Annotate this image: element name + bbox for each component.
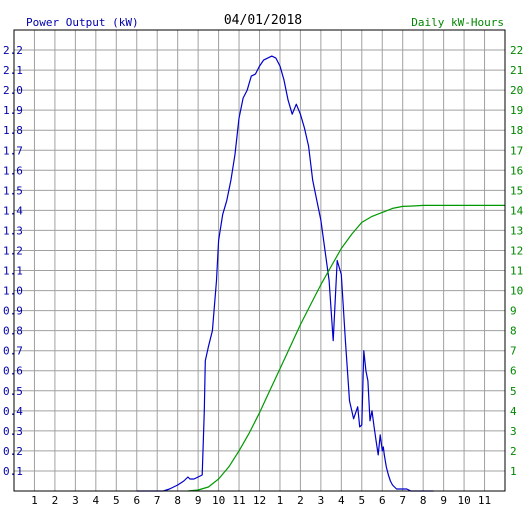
x-tick-label: 9 xyxy=(440,494,447,507)
x-tick-label: 6 xyxy=(133,494,140,507)
right-tick-label: 20 xyxy=(510,84,523,97)
x-tick-label: 7 xyxy=(399,494,406,507)
left-tick-label: 1.8 xyxy=(3,124,23,137)
right-tick-label: 1 xyxy=(510,465,517,478)
left-tick-label: 0.7 xyxy=(3,345,23,358)
x-tick-label: 1 xyxy=(277,494,284,507)
chart-title: 04/01/2018 xyxy=(224,13,302,28)
x-tick-label: 8 xyxy=(174,494,181,507)
x-tick-label: 5 xyxy=(358,494,365,507)
x-tick-label: 8 xyxy=(420,494,427,507)
left-tick-label: 0.5 xyxy=(3,385,23,398)
left-axis-label: Power Output (kW) xyxy=(26,16,139,29)
left-tick-label: 1.0 xyxy=(3,285,23,298)
left-tick-label: 0.8 xyxy=(3,325,23,338)
right-tick-label: 2 xyxy=(510,445,517,458)
x-tick-label: 3 xyxy=(318,494,325,507)
energy-series-line xyxy=(187,204,505,492)
plot-frame xyxy=(13,29,506,492)
right-tick-label: 13 xyxy=(510,224,523,237)
right-tick-label: 10 xyxy=(510,285,523,298)
x-tick-label: 6 xyxy=(379,494,386,507)
left-tick-label: 0.1 xyxy=(3,465,23,478)
left-tick-label: 0.2 xyxy=(3,445,23,458)
right-tick-label: 19 xyxy=(510,104,523,117)
power-series-line xyxy=(136,55,434,492)
x-tick-label: 9 xyxy=(195,494,202,507)
left-tick-label: 1.7 xyxy=(3,144,23,157)
right-tick-label: 9 xyxy=(510,305,517,318)
right-tick-label: 11 xyxy=(510,265,523,278)
right-axis-label: Daily kW-Hours xyxy=(411,16,504,29)
x-tick-label: 5 xyxy=(113,494,120,507)
right-tick-label: 15 xyxy=(510,184,523,197)
left-tick-label: 1.4 xyxy=(3,204,23,217)
chart-grid xyxy=(14,30,505,491)
left-tick-label: 0.9 xyxy=(3,305,23,318)
left-tick-label: 2.0 xyxy=(3,84,23,97)
right-tick-label: 8 xyxy=(510,325,517,338)
left-tick-label: 2.2 xyxy=(3,44,23,57)
x-tick-label: 2 xyxy=(52,494,59,507)
x-tick-label: 10 xyxy=(212,494,225,507)
x-tick-label: 4 xyxy=(338,494,345,507)
x-tick-label: 12 xyxy=(253,494,266,507)
x-tick-label: 11 xyxy=(232,494,245,507)
right-tick-label: 4 xyxy=(510,405,517,418)
x-tick-label: 11 xyxy=(478,494,491,507)
right-tick-label: 6 xyxy=(510,365,517,378)
left-tick-label: 1.2 xyxy=(3,244,23,257)
x-tick-label: 1 xyxy=(31,494,38,507)
chart-tick-labels: 1 2 3 4 5 6 7 8 9 10 11 12 1 2 3 4 5 6 7 8 9 10 110.1 10.2 20.3 3… xyxy=(3,44,524,507)
left-tick-label: 1.3 xyxy=(3,224,23,237)
right-tick-label: 22 xyxy=(510,44,523,57)
left-tick-label: 0.6 xyxy=(3,365,23,378)
right-tick-label: 5 xyxy=(510,385,517,398)
right-tick-label: 12 xyxy=(510,244,523,257)
right-tick-label: 3 xyxy=(510,425,517,438)
x-tick-label: 10 xyxy=(457,494,470,507)
x-tick-label: 2 xyxy=(297,494,304,507)
left-tick-label: 1.1 xyxy=(3,265,23,278)
left-tick-label: 1.6 xyxy=(3,164,23,177)
right-tick-label: 14 xyxy=(510,204,524,217)
left-tick-label: 0.4 xyxy=(3,405,23,418)
left-tick-label: 2.1 xyxy=(3,64,23,77)
left-tick-label: 0.3 xyxy=(3,425,23,438)
chart-series xyxy=(136,55,505,492)
x-tick-label: 7 xyxy=(154,494,161,507)
right-tick-label: 7 xyxy=(510,345,517,358)
right-tick-label: 18 xyxy=(510,124,523,137)
x-tick-label: 3 xyxy=(72,494,79,507)
left-tick-label: 1.5 xyxy=(3,184,23,197)
right-tick-label: 21 xyxy=(510,64,523,77)
right-tick-label: 16 xyxy=(510,164,523,177)
x-tick-label: 4 xyxy=(93,494,100,507)
left-tick-label: 1.9 xyxy=(3,104,23,117)
right-tick-label: 17 xyxy=(510,144,523,157)
